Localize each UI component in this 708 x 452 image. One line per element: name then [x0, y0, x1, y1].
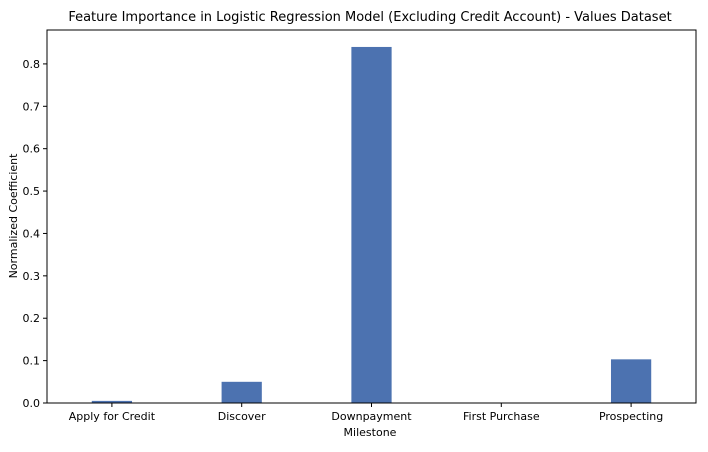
- y-tick-label: 0.4: [23, 227, 41, 240]
- y-tick-label: 0.3: [23, 270, 41, 283]
- bar-discover: [221, 381, 262, 403]
- bar-apply-for-credit: [91, 400, 133, 403]
- y-tick-label: 0.6: [23, 143, 41, 156]
- plot-area: Apply for Credit Discover Downpayment First…: [23, 29, 697, 423]
- y-tick-label: 0.8: [23, 58, 41, 71]
- x-tick-label: Downpayment: [331, 410, 412, 423]
- y-axis-label: Normalized Coefficient: [7, 153, 20, 279]
- x-tick-label: Discover: [218, 410, 266, 423]
- y-tick-label: 0.5: [23, 185, 41, 198]
- bar-downpayment: [351, 46, 392, 403]
- y-tick-label: 0.0: [23, 397, 41, 410]
- y-tick-label: 0.1: [23, 355, 41, 368]
- chart-title: Feature Importance in Logistic Regressio…: [68, 10, 671, 25]
- x-tick-label: Prospecting: [599, 410, 663, 423]
- y-tick-label: 0.2: [23, 312, 41, 325]
- plot-frame: [46, 29, 697, 404]
- x-axis-label: Milestone: [344, 426, 397, 439]
- bar-prospecting: [610, 359, 652, 403]
- x-tick-label: First Purchase: [463, 410, 540, 423]
- x-tick-label: Apply for Credit: [69, 410, 156, 423]
- y-tick-label: 0.7: [23, 100, 41, 113]
